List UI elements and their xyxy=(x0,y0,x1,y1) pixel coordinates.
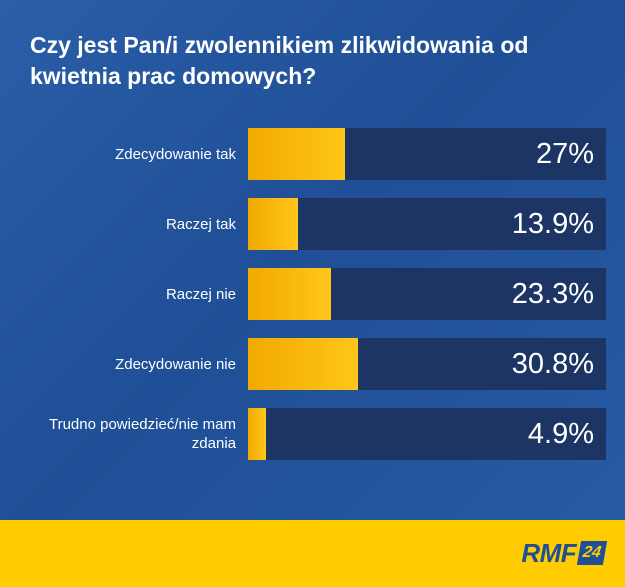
bar-row: Raczej nie 23.3% xyxy=(0,268,625,320)
bar-fill xyxy=(248,198,298,250)
bar-row: Zdecydowanie tak 27% xyxy=(0,128,625,180)
value-label: 4.9% xyxy=(527,417,594,450)
bar-fill xyxy=(248,128,345,180)
bar-track: 30.8% xyxy=(248,338,606,390)
category-label: Raczej nie xyxy=(165,285,236,303)
category-label: Trudno powiedzieć/nie mam zdania xyxy=(48,416,236,452)
rmf24-logo: RMF 24 xyxy=(521,538,608,568)
value-label: 30.8% xyxy=(511,347,594,380)
bar-fill xyxy=(248,408,266,460)
footer-bar: RMF 24 xyxy=(0,520,625,587)
value-label: 27% xyxy=(535,137,594,170)
logo-badge: 24 xyxy=(577,541,608,565)
bar-fill xyxy=(248,338,359,390)
chart-title: Czy jest Pan/i zwolennikiem zlikwidowani… xyxy=(30,32,529,89)
logo-text: RMF xyxy=(521,538,577,568)
category-label: Raczej tak xyxy=(165,215,236,233)
bar-track: 27% xyxy=(248,128,606,180)
bar-fill xyxy=(248,268,332,320)
bar-row: Zdecydowanie nie 30.8% xyxy=(0,338,625,390)
category-label: Zdecydowanie tak xyxy=(115,145,236,163)
value-label: 13.9% xyxy=(511,207,594,240)
bar-track: 13.9% xyxy=(248,198,606,250)
value-label: 23.3% xyxy=(511,277,594,310)
bar-track: 23.3% xyxy=(248,268,606,320)
bar-track: 4.9% xyxy=(248,408,606,460)
bar-row: Trudno powiedzieć/nie mam zdania 4.9% xyxy=(0,408,625,460)
category-label: Zdecydowanie nie xyxy=(115,355,236,373)
bar-row: Raczej tak 13.9% xyxy=(0,198,625,250)
